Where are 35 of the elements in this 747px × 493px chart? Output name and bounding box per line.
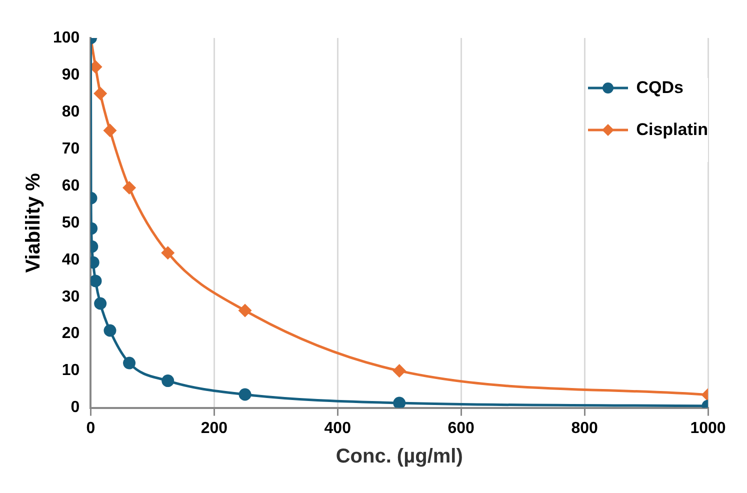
point: [90, 274, 102, 288]
x-tick-label: 400: [324, 420, 352, 437]
point: [94, 87, 107, 100]
y-tick-label: 100: [52, 29, 80, 46]
point: [104, 124, 116, 137]
point: [393, 364, 406, 378]
x-axis-title: Conc. (µg/ml): [336, 446, 463, 468]
point: [94, 297, 107, 310]
point: [123, 356, 136, 370]
x-tick-label: 0: [86, 420, 96, 437]
legend-label: Cisplatin: [636, 120, 708, 140]
y-tick-label: 50: [62, 214, 80, 232]
x-tick-label: 200: [200, 420, 228, 437]
point: [393, 396, 406, 408]
point: [123, 182, 136, 194]
point: [238, 304, 252, 317]
point: [104, 324, 116, 337]
y-tick-label: 90: [62, 66, 80, 84]
y-tick-label: 70: [62, 140, 80, 158]
y-tick-label: 60: [62, 177, 80, 194]
y-tick-label: 0: [70, 399, 80, 416]
y-tick-label: 40: [62, 251, 80, 268]
point: [238, 388, 252, 401]
y-tick-label: 30: [62, 288, 80, 306]
point: [90, 60, 102, 74]
x-tick-label: 1000: [690, 420, 726, 437]
y-tick-label: 20: [62, 325, 80, 342]
x-tick-label: 800: [571, 420, 598, 437]
y-tick-label: 10: [62, 362, 80, 380]
point: [162, 374, 174, 388]
y-tick-label: 80: [62, 103, 80, 120]
point: [162, 246, 174, 260]
x-tick-label: 600: [448, 420, 475, 437]
y-axis-title: Viability %: [22, 172, 45, 273]
legend-label: CQDs: [636, 78, 684, 98]
